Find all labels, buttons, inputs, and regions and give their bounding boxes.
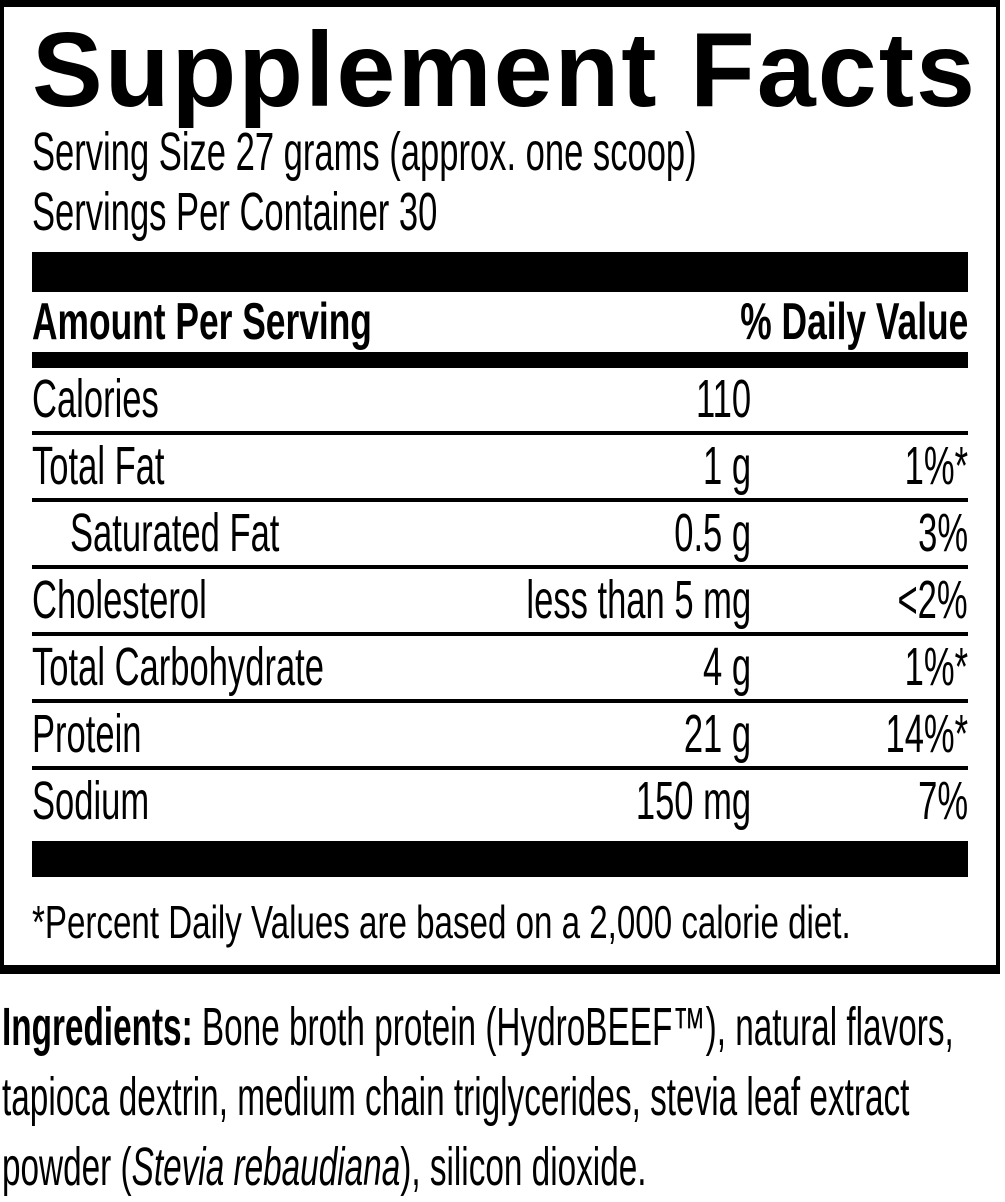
daily-value-footnote: *Percent Daily Values are based on a 2,0… xyxy=(32,877,968,965)
nutrient-daily-value: <2% xyxy=(897,570,968,630)
facts-panel: Supplement Facts Serving Size 27 grams (… xyxy=(0,0,1000,974)
nutrient-daily-value: 1%* xyxy=(904,436,968,496)
ingredients-label: Ingredients: xyxy=(2,997,193,1057)
amount-per-serving-header: Amount Per Serving xyxy=(32,293,372,351)
ingredients-paragraph: Ingredients: Bone broth protein (HydroBE… xyxy=(2,992,1005,1202)
nutrient-amount: 110 xyxy=(695,369,751,429)
nutrient-name: Total Fat xyxy=(32,436,165,496)
serving-size-text: Serving Size 27 grams (approx. one scoop… xyxy=(32,122,697,182)
ingredients-text-before-italic: Bone broth protein (HydroBEEF™), natural… xyxy=(2,997,954,1197)
table-row: Cholesterol less than 5 mg <2% xyxy=(32,565,968,632)
nutrient-amount: 1 g xyxy=(702,436,751,496)
nutrient-name: Saturated Fat xyxy=(70,503,280,563)
nutrient-table: Calories 110 Total Fat 1 g 1%* Saturated… xyxy=(32,368,968,833)
nutrient-name: Total Carbohydrate xyxy=(32,637,325,697)
table-row: Total Carbohydrate 4 g 1%* xyxy=(32,632,968,699)
panel-title: Supplement Facts xyxy=(32,11,977,129)
daily-value-header: % Daily Value xyxy=(739,293,968,351)
table-row: Sodium 150 mg 7% xyxy=(32,766,968,833)
footnote-text: *Percent Daily Values are based on a 2,0… xyxy=(32,896,851,948)
nutrient-name: Sodium xyxy=(32,771,150,831)
nutrient-amount: 4 g xyxy=(702,637,751,697)
ingredients-latin-name: Stevia rebaudiana xyxy=(131,1137,401,1197)
table-row: Saturated Fat 0.5 g 3% xyxy=(32,498,968,565)
nutrient-name: Protein xyxy=(32,704,142,764)
nutrient-daily-value: 7% xyxy=(918,771,968,831)
servings-per-container-line: Servings Per Container 30 xyxy=(32,182,968,242)
nutrient-name: Calories xyxy=(32,369,159,429)
nutrient-amount: 0.5 g xyxy=(674,503,751,563)
table-row: Total Fat 1 g 1%* xyxy=(32,431,968,498)
separator-bar-thick-bottom xyxy=(32,841,968,877)
separator-bar-medium xyxy=(32,352,968,368)
separator-bar-thick-top xyxy=(32,252,968,292)
nutrient-amount: less than 5 mg xyxy=(526,570,751,630)
nutrient-daily-value: 14%* xyxy=(885,704,968,764)
nutrient-name: Cholesterol xyxy=(32,570,207,630)
table-header-row: Amount Per Serving % Daily Value xyxy=(32,292,968,352)
nutrient-daily-value: 3% xyxy=(918,503,968,563)
serving-size-line: Serving Size 27 grams (approx. one scoop… xyxy=(32,122,968,182)
servings-per-container-text: Servings Per Container 30 xyxy=(32,182,438,242)
ingredients-section: Ingredients: Bone broth protein (HydroBE… xyxy=(2,992,1005,1202)
ingredients-text-after-italic: ), silicon dioxide. xyxy=(400,1137,647,1197)
table-row: Protein 21 g 14%* xyxy=(32,699,968,766)
table-row: Calories 110 xyxy=(32,368,968,431)
nutrient-daily-value: 1%* xyxy=(904,637,968,697)
nutrient-amount: 150 mg xyxy=(635,771,751,831)
nutrient-amount: 21 g xyxy=(683,704,751,764)
